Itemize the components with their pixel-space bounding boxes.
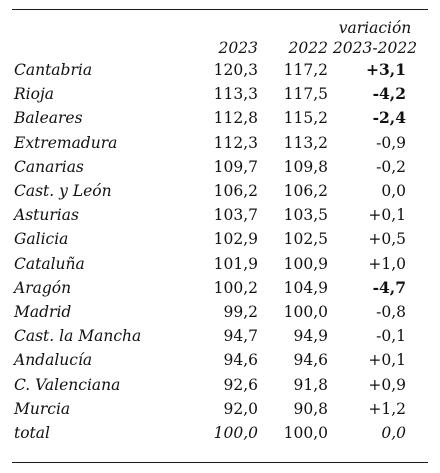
value-2022-cell: 94,9 [293,327,328,346]
region-cell: Cast. y León [14,182,112,201]
value-2022-cell: 117,5 [283,85,328,104]
value-2022-cell: 94,6 [293,351,328,370]
variation-cell: +0,5 [368,230,406,249]
value-2023-cell: 94,6 [223,351,258,370]
table-row: Extremadura 112,3 113,2 -0,9 [14,131,426,155]
total-2022-cell: 100,0 [283,423,328,442]
region-cell: Rioja [14,85,55,104]
variation-cell: -2,4 [372,108,406,128]
value-2023-cell: 113,3 [213,85,258,104]
table-row: Baleares 112,8 115,2 -2,4 [14,106,426,130]
total-variation-cell: 0,0 [381,423,406,442]
region-cell: Murcia [14,399,71,418]
variation-cell: +0,1 [368,351,406,370]
region-cell: Aragón [14,278,72,297]
variation-cell: -4,2 [372,84,406,104]
table-row: Cast. y León 106,2 106,2 0,0 [14,179,426,203]
value-2023-cell: 120,3 [213,61,258,80]
value-2023-cell: 109,7 [213,157,258,176]
value-2023-cell: 101,9 [213,254,258,273]
variation-cell: -0,1 [376,327,406,346]
variation-cell: -0,2 [376,157,406,176]
table-row: Murcia 92,0 90,8 +1,2 [14,397,426,421]
region-cell: C. Valenciana [14,375,121,394]
value-2022-cell: 90,8 [293,399,328,418]
header-variation: variación 2023-2022 [328,14,426,58]
header-2022: 2022 [288,39,328,57]
region-cell: Canarias [14,157,84,176]
total-2023-cell: 100,0 [213,423,258,442]
value-2022-cell: 115,2 [283,109,328,128]
table-row: Galicia 102,9 102,5 +0,5 [14,227,426,251]
region-cell: Extremadura [14,133,118,152]
header-variation-period: 2023-2022 [332,39,418,57]
total-row: total 100,0 100,0 0,0 [14,421,426,445]
region-cell: Asturias [14,206,79,225]
header-row: 2023 2022 variación 2023-2022 [14,14,426,58]
value-2023-cell: 112,3 [213,133,258,152]
value-2022-cell: 103,5 [283,206,328,225]
variation-cell: +1,2 [368,399,406,418]
table-row: Cataluña 101,9 100,9 +1,0 [14,252,426,276]
top-rule [12,9,428,10]
variation-cell: -0,9 [376,133,406,152]
region-cell: Galicia [14,230,69,249]
variation-cell: -4,7 [372,277,406,297]
table-row: Madrid 99,2 100,0 -0,8 [14,300,426,324]
bottom-rule [12,462,428,463]
table-body: Cantabria 120,3 117,2 +3,1 Rioja 113,3 117,5 -4… [14,58,426,445]
value-2022-cell: 104,9 [283,278,328,297]
value-2023-cell: 106,2 [213,182,258,201]
value-2023-cell: 92,0 [223,399,258,418]
regional-index-table: 2023 2022 variación 2023-2022 Cantabria 1… [14,14,426,445]
value-2023-cell: 94,7 [223,327,258,346]
value-2023-cell: 102,9 [213,230,258,249]
table-row: Canarias 109,7 109,8 -0,2 [14,155,426,179]
table-row: C. Valenciana 92,6 91,8 +0,9 [14,372,426,396]
header-variation-label: variación [338,19,412,37]
region-cell: Cast. la Mancha [14,327,142,346]
table-row: Cantabria 120,3 117,2 +3,1 [14,58,426,82]
value-2023-cell: 100,2 [213,278,258,297]
value-2022-cell: 102,5 [283,230,328,249]
value-2023-cell: 92,6 [223,375,258,394]
header-2023: 2023 [218,39,258,57]
variation-cell: +1,0 [368,254,406,273]
region-cell: Madrid [14,302,72,321]
variation-cell: +0,9 [368,375,406,394]
variation-cell: -0,8 [376,302,406,321]
header-region [14,14,179,58]
value-2022-cell: 117,2 [283,61,328,80]
table-row: Andalucía 94,6 94,6 +0,1 [14,348,426,372]
value-2022-cell: 113,2 [283,133,328,152]
region-cell: Cataluña [14,254,85,273]
table-row: Rioja 113,3 117,5 -4,2 [14,82,426,106]
total-label: total [14,423,50,442]
variation-cell: +3,1 [366,60,406,80]
variation-cell: +0,1 [368,206,406,225]
value-2022-cell: 109,8 [283,157,328,176]
value-2022-cell: 106,2 [283,182,328,201]
region-cell: Baleares [14,109,83,128]
value-2022-cell: 100,0 [283,302,328,321]
region-cell: Andalucía [14,351,93,370]
table-row: Aragón 100,2 104,9 -4,7 [14,276,426,300]
value-2023-cell: 99,2 [223,302,258,321]
value-2022-cell: 91,8 [293,375,328,394]
value-2023-cell: 103,7 [213,206,258,225]
variation-cell: 0,0 [381,182,406,201]
table-row: Asturias 103,7 103,5 +0,1 [14,203,426,227]
value-2023-cell: 112,8 [213,109,258,128]
region-cell: Cantabria [14,61,93,80]
table-row: Cast. la Mancha 94,7 94,9 -0,1 [14,324,426,348]
value-2022-cell: 100,9 [283,254,328,273]
